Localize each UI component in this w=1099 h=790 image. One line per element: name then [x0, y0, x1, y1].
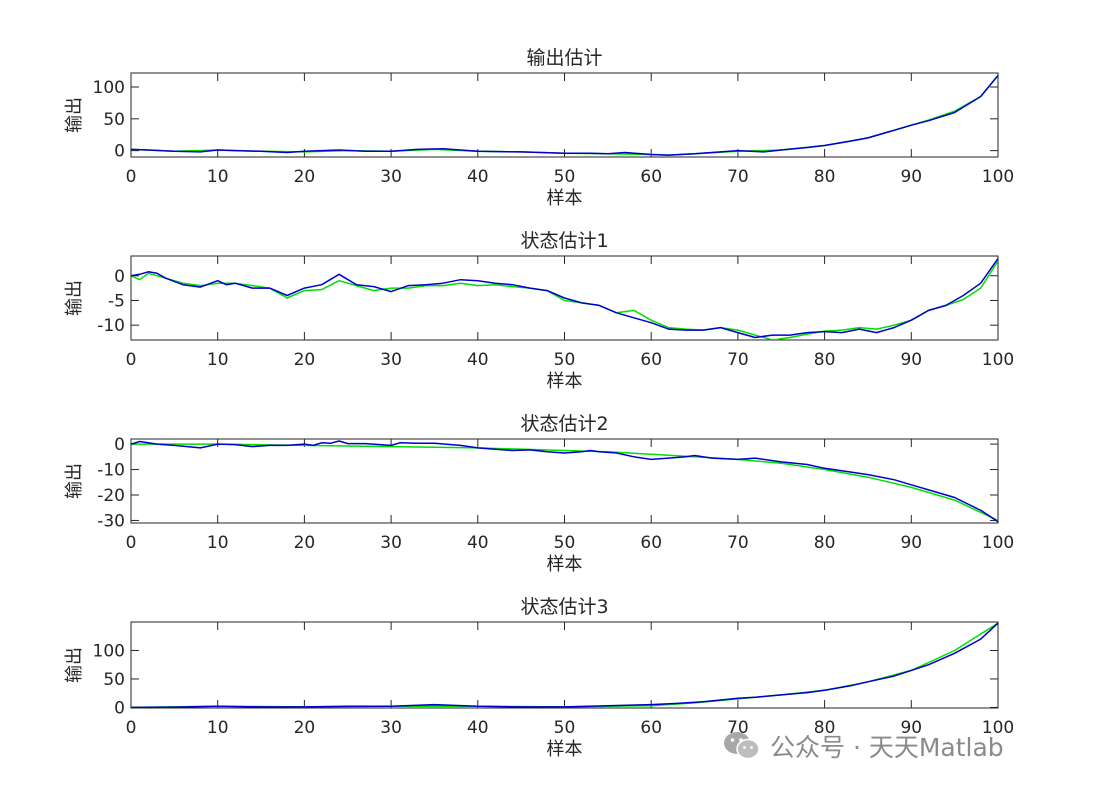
x-tick-label: 90	[900, 167, 922, 187]
x-tick-label: 0	[126, 350, 137, 370]
x-tick-label: 40	[467, 533, 489, 553]
x-tick-label: 70	[727, 350, 749, 370]
x-tick-label: 20	[294, 533, 316, 553]
subplot-title: 状态估计1	[520, 230, 608, 252]
y-axis-label: 输出	[64, 280, 85, 316]
x-tick-label: 20	[294, 167, 316, 187]
x-tick-label: 100	[982, 718, 1014, 738]
x-tick-label: 20	[294, 350, 316, 370]
subplot-title: 状态估计3	[520, 596, 608, 618]
x-tick-label: 90	[900, 533, 922, 553]
plot-area	[130, 438, 999, 524]
x-axis-label: 样本	[547, 371, 583, 392]
x-tick-label: 30	[380, 718, 402, 738]
series-line-2	[131, 440, 998, 523]
x-tick-label: 70	[727, 533, 749, 553]
x-axis-label: 样本	[547, 188, 583, 209]
x-tick-label: 0	[126, 533, 137, 553]
x-tick-label: 90	[900, 718, 922, 738]
x-tick-label: 100	[982, 533, 1014, 553]
y-tick-label: 100	[93, 641, 125, 661]
x-tick-label: 50	[554, 350, 576, 370]
watermark: 公众号 · 天天Matlab	[722, 728, 1004, 764]
plot-area	[130, 72, 999, 158]
plot-area	[130, 621, 999, 709]
x-tick-label: 30	[380, 533, 402, 553]
x-tick-label: 60	[640, 718, 662, 738]
x-tick-label: 30	[380, 167, 402, 187]
y-axis-label: 输出	[64, 97, 85, 133]
x-tick-label: 60	[640, 350, 662, 370]
x-tick-label: 40	[467, 718, 489, 738]
x-tick-label: 20	[294, 718, 316, 738]
x-axis-label: 样本	[547, 554, 583, 575]
x-tick-label: 50	[554, 167, 576, 187]
x-tick-label: 80	[814, 167, 836, 187]
watermark-text: 公众号 · 天天Matlab	[770, 733, 1004, 762]
x-tick-label: 50	[554, 533, 576, 553]
y-tick-label: -5	[108, 291, 125, 311]
x-tick-label: 80	[814, 533, 836, 553]
series-line-2	[131, 75, 998, 156]
series-line-1	[131, 260, 998, 340]
y-axis-label: 输出	[64, 463, 85, 499]
x-tick-label: 80	[814, 718, 836, 738]
x-tick-label: 60	[640, 533, 662, 553]
y-tick-label: 0	[114, 698, 125, 718]
x-tick-label: 0	[126, 718, 137, 738]
x-tick-label: 10	[207, 167, 229, 187]
x-tick-label: 100	[982, 167, 1014, 187]
series-line-2	[131, 622, 998, 708]
x-tick-label: 40	[467, 167, 489, 187]
subplot-3: 0 10 20 30 40 50 60 70 80 90 100 -30 -20 -10 0 状态估计2 样本 输…	[64, 413, 1014, 575]
x-tick-label: 90	[900, 350, 922, 370]
x-tick-label: 60	[640, 167, 662, 187]
x-tick-label: 70	[727, 167, 749, 187]
y-tick-label: 50	[103, 670, 125, 690]
y-tick-label: -10	[97, 316, 125, 336]
x-tick-label: 0	[126, 167, 137, 187]
y-tick-label: 0	[114, 142, 125, 162]
y-tick-label: 50	[103, 110, 125, 130]
subplot-title: 状态估计2	[520, 413, 608, 435]
subplot-2: 0 10 20 30 40 50 60 70 80 90 100 -10 -5 0 状态估计1 样本 输出	[64, 230, 1014, 392]
x-tick-label: 10	[207, 533, 229, 553]
subplot-title: 输出估计	[526, 47, 602, 69]
y-tick-label: 100	[93, 78, 125, 98]
y-axis-label: 输出	[64, 647, 85, 683]
y-tick-label: 0	[114, 435, 125, 455]
series-line-2	[131, 258, 998, 339]
x-axis-label: 样本	[547, 739, 583, 760]
x-tick-label: 100	[982, 350, 1014, 370]
x-tick-label: 10	[207, 718, 229, 738]
y-tick-label: 0	[114, 267, 125, 287]
y-tick-label: -10	[97, 461, 125, 481]
y-tick-label: -20	[97, 486, 125, 506]
x-tick-label: 50	[554, 718, 576, 738]
x-tick-label: 80	[814, 350, 836, 370]
x-tick-label: 10	[207, 350, 229, 370]
wechat-icon	[724, 732, 760, 760]
x-tick-label: 30	[380, 350, 402, 370]
y-tick-label: -30	[97, 511, 125, 531]
x-tick-label: 40	[467, 350, 489, 370]
